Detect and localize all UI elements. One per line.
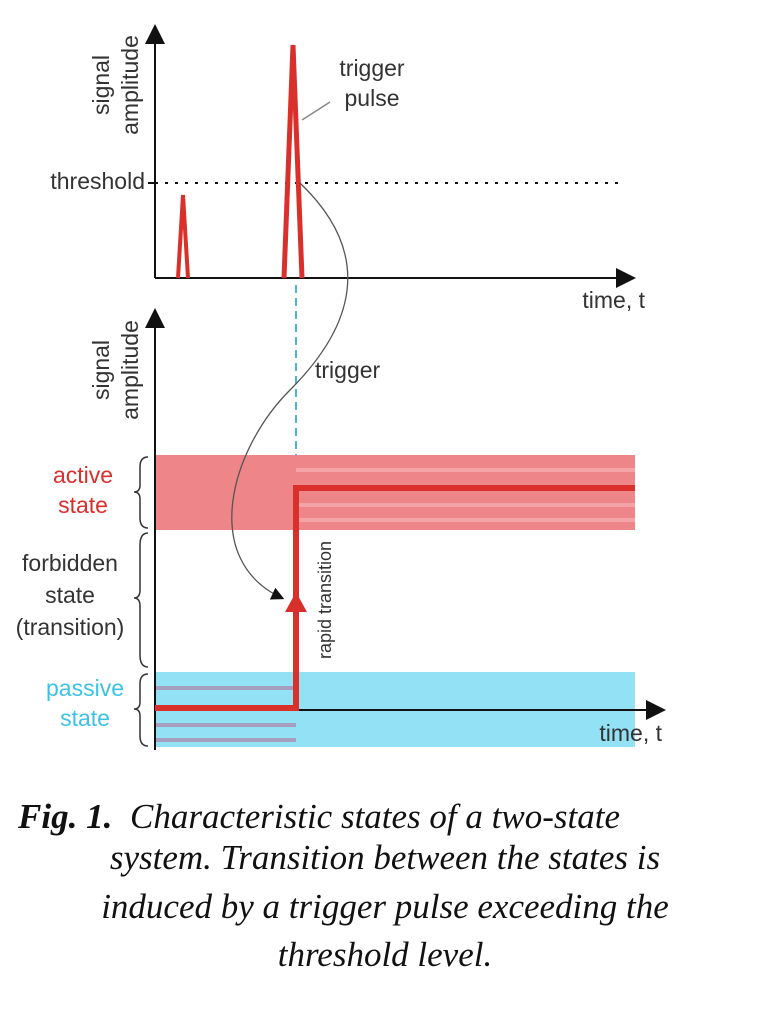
state-label: passive (46, 675, 124, 701)
state-label: state (58, 492, 108, 518)
state-label: forbidden (22, 550, 118, 576)
trigger-curve (231, 182, 349, 600)
x-axis-label: time, t (599, 720, 662, 746)
x-axis-label: time, t (582, 287, 645, 313)
trigger-pulse (281, 44, 305, 279)
pulse-label: pulse (345, 85, 400, 111)
y-axis-label: signal amplitude (88, 35, 143, 135)
small-pulse (176, 194, 190, 279)
y-axis-label-line: signal (88, 55, 114, 115)
braces (133, 456, 149, 747)
active-band (155, 455, 635, 530)
y-axis-label-line: amplitude (117, 320, 143, 420)
caption-label: Fig. 1. (17, 797, 112, 836)
threshold-label: threshold (50, 168, 145, 194)
y-axis-label: signal amplitude (88, 320, 143, 420)
caption-line: threshold level. (278, 935, 492, 974)
state-label: state (60, 705, 110, 731)
state-label: active (53, 462, 113, 488)
caption-line: induced by a trigger pulse exceeding the (101, 887, 669, 926)
transition-label: rapid transition (315, 541, 335, 659)
leader-line (301, 101, 331, 121)
caption-line: Characteristic states of a two-state (130, 797, 620, 836)
y-axis-label-line: amplitude (117, 35, 143, 135)
y-axis-label-line: signal (88, 340, 114, 400)
trigger-label: trigger (315, 357, 381, 383)
passive-stripes (155, 686, 296, 742)
active-stripes (296, 468, 635, 522)
caption-line: system. Transition between the states is (110, 838, 660, 877)
transition-arrow (285, 592, 307, 612)
state-label: (transition) (16, 614, 125, 640)
state-label: state (45, 582, 95, 608)
pulse-label: trigger (339, 55, 405, 81)
